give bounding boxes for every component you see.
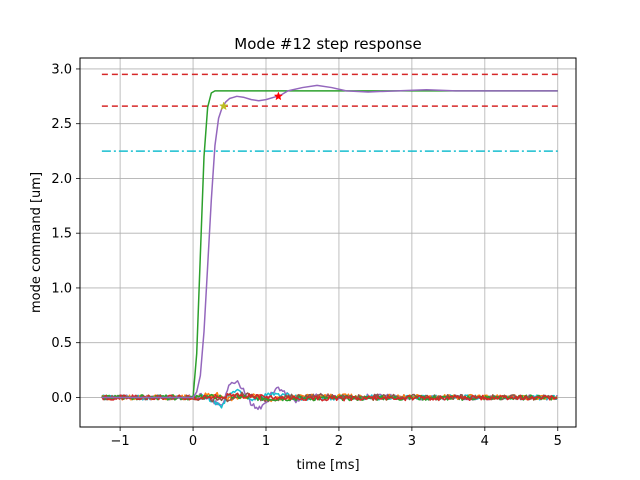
y-tick-label: 0.5	[51, 336, 72, 351]
x-tick-label: 2	[335, 434, 343, 449]
x-tick-label: 0	[189, 434, 197, 449]
y-tick-label: 3.0	[51, 62, 72, 77]
plot-lines	[101, 73, 558, 411]
y-axis-label: mode command [um]	[29, 172, 44, 313]
y-tick-label: 0.0	[51, 391, 72, 406]
markers	[219, 91, 284, 111]
x-tick-label: 3	[408, 434, 416, 449]
y-tick-label: 1.5	[51, 227, 72, 242]
plot-frame	[79, 57, 577, 428]
series-line-measured-response	[101, 84, 558, 399]
ticks: −1 0 1 2 3 4 5 0.0 0.5 1.0 1.5 2.0 2.5 3.0	[51, 62, 562, 449]
grid	[80, 58, 576, 427]
y-tick-label: 1.0	[51, 281, 72, 296]
y-tick-label: 2.5	[51, 117, 72, 132]
x-tick-label: 1	[262, 434, 270, 449]
x-axis-label: time [ms]	[296, 458, 359, 473]
star-marker	[273, 91, 284, 101]
series-line-step-command	[101, 90, 558, 399]
x-tick-label: 5	[554, 434, 562, 449]
chart-title: Mode #12 step response	[234, 35, 421, 53]
x-tick-label: −1	[111, 434, 130, 449]
x-tick-label: 4	[481, 434, 489, 449]
star-marker	[219, 101, 229, 111]
y-tick-label: 2.0	[51, 172, 72, 187]
